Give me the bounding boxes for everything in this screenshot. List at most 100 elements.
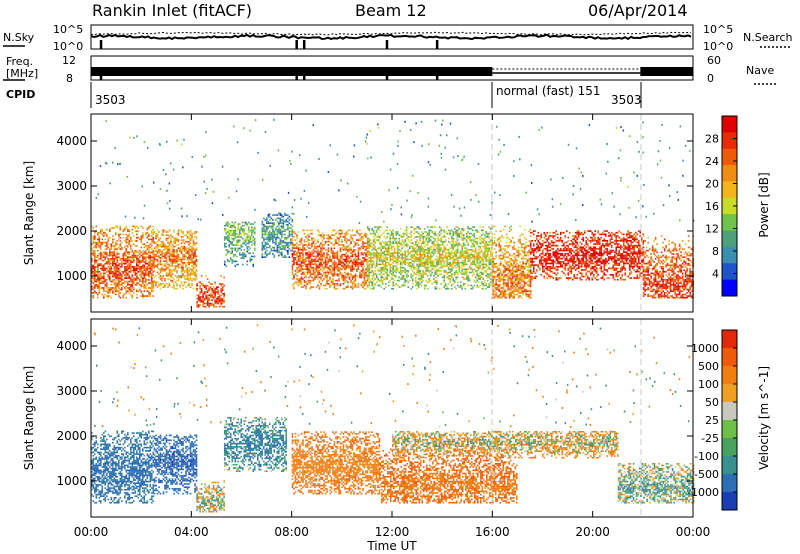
range-gate-cell bbox=[92, 246, 95, 249]
range-gate-cell bbox=[94, 238, 96, 241]
range-gate-cell bbox=[235, 250, 238, 253]
range-gate-cell bbox=[362, 247, 364, 249]
range-gate-cell bbox=[414, 278, 417, 280]
range-gate-cell bbox=[263, 225, 265, 228]
range-gate-cell bbox=[306, 239, 309, 241]
range-gate-cell bbox=[103, 282, 105, 284]
range-gate-cell bbox=[297, 250, 300, 253]
range-gate-cell bbox=[483, 255, 486, 258]
range-gate-cell bbox=[180, 250, 183, 253]
range-gate-cell bbox=[393, 250, 396, 253]
range-gate-cell bbox=[124, 246, 126, 249]
range-gate-cell bbox=[368, 239, 371, 241]
range-gate-cell bbox=[419, 271, 422, 274]
range-gate-cell bbox=[440, 273, 443, 275]
range-gate-cell bbox=[234, 244, 237, 246]
range-gate-cell bbox=[195, 255, 198, 258]
range-gate-cell bbox=[106, 245, 108, 247]
range-gate-cell bbox=[389, 258, 392, 261]
range-gate-cell bbox=[196, 305, 198, 308]
range-gate-cell bbox=[446, 252, 449, 254]
range-gate-cell bbox=[462, 278, 465, 280]
range-gate-cell bbox=[363, 265, 366, 267]
range-gate-cell bbox=[344, 265, 346, 267]
range-gate-cell bbox=[339, 232, 342, 235]
range-gate-cell bbox=[151, 279, 153, 281]
range-gate-cell bbox=[315, 247, 318, 249]
range-gate-cell bbox=[196, 284, 198, 287]
range-gate-cell bbox=[429, 239, 432, 241]
range-gate-cell bbox=[437, 258, 440, 261]
range-gate-cell bbox=[95, 225, 98, 228]
range-gate-cell bbox=[146, 267, 149, 270]
range-gate-cell bbox=[387, 250, 390, 253]
range-gate-cell bbox=[98, 279, 101, 281]
range-gate-cell bbox=[341, 268, 343, 271]
range-gate-cell bbox=[347, 257, 349, 259]
range-gate-cell bbox=[329, 276, 331, 279]
range-gate-cell bbox=[121, 288, 123, 291]
range-gate-cell bbox=[119, 228, 122, 231]
range-gate-cell bbox=[344, 287, 346, 290]
range-gate-cell bbox=[420, 250, 423, 253]
range-gate-cell bbox=[293, 261, 295, 264]
range-gate-cell bbox=[476, 260, 479, 262]
range-gate-cell bbox=[440, 260, 443, 262]
range-gate-cell bbox=[461, 286, 464, 288]
range-gate-cell bbox=[278, 236, 280, 239]
range-gate-cell bbox=[275, 238, 277, 241]
range-gate-cell bbox=[182, 257, 184, 259]
range-gate-cell bbox=[146, 262, 149, 265]
range-gate-cell bbox=[162, 229, 165, 232]
range-gate-cell bbox=[279, 251, 282, 254]
range-gate-cell bbox=[183, 242, 186, 245]
range-gate-cell bbox=[285, 238, 288, 241]
range-gate-cell bbox=[170, 237, 172, 240]
range-gate-cell bbox=[177, 260, 180, 262]
range-gate-cell bbox=[214, 283, 216, 285]
range-gate-cell bbox=[342, 276, 345, 279]
range-gate-cell bbox=[191, 252, 193, 254]
range-gate-cell bbox=[383, 236, 386, 238]
range-gate-cell bbox=[267, 238, 270, 241]
range-gate-cell bbox=[91, 287, 93, 289]
range-gate-cell bbox=[432, 281, 435, 284]
range-gate-cell bbox=[285, 228, 288, 231]
range-gate-cell bbox=[164, 263, 166, 266]
range-gate-cell bbox=[134, 274, 137, 276]
range-gate-cell bbox=[320, 261, 322, 264]
range-gate-cell bbox=[483, 249, 486, 251]
range-gate-cell bbox=[464, 252, 467, 254]
range-gate-cell bbox=[485, 287, 488, 290]
range-gate-cell bbox=[272, 228, 274, 231]
range-gate-cell bbox=[235, 263, 238, 266]
range-gate-cell bbox=[145, 295, 147, 297]
range-gate-cell bbox=[293, 274, 295, 277]
range-gate-cell bbox=[109, 258, 111, 260]
range-gate-cell bbox=[143, 251, 146, 254]
range-gate-cell bbox=[122, 233, 125, 236]
range-gate-cell bbox=[142, 249, 144, 252]
range-gate-cell bbox=[408, 263, 411, 266]
range-gate-cell bbox=[115, 285, 117, 288]
range-gate-cell bbox=[333, 247, 336, 249]
range-gate-cell bbox=[444, 253, 447, 256]
range-gate-cell bbox=[411, 226, 414, 228]
range-gate-cell bbox=[290, 243, 292, 246]
range-gate-cell bbox=[95, 261, 98, 263]
range-gate-cell bbox=[266, 236, 268, 239]
range-gate-cell bbox=[381, 273, 384, 275]
range-gate-cell bbox=[486, 236, 489, 238]
range-gate-cell bbox=[92, 287, 95, 289]
range-gate-cell bbox=[363, 258, 366, 261]
range-gate-cell bbox=[350, 270, 352, 272]
range-gate-cell bbox=[488, 273, 491, 275]
range-gate-cell bbox=[372, 249, 375, 251]
range-gate-cell bbox=[151, 238, 153, 241]
range-gate-cell bbox=[202, 302, 204, 305]
range-gate-cell bbox=[266, 227, 268, 229]
range-gate-cell bbox=[449, 232, 452, 235]
range-gate-cell bbox=[371, 249, 374, 251]
range-gate-cell bbox=[425, 270, 428, 272]
range-gate-cell bbox=[393, 249, 396, 251]
